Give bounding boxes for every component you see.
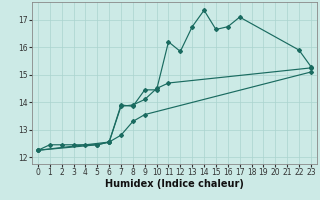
X-axis label: Humidex (Indice chaleur): Humidex (Indice chaleur)	[105, 179, 244, 189]
